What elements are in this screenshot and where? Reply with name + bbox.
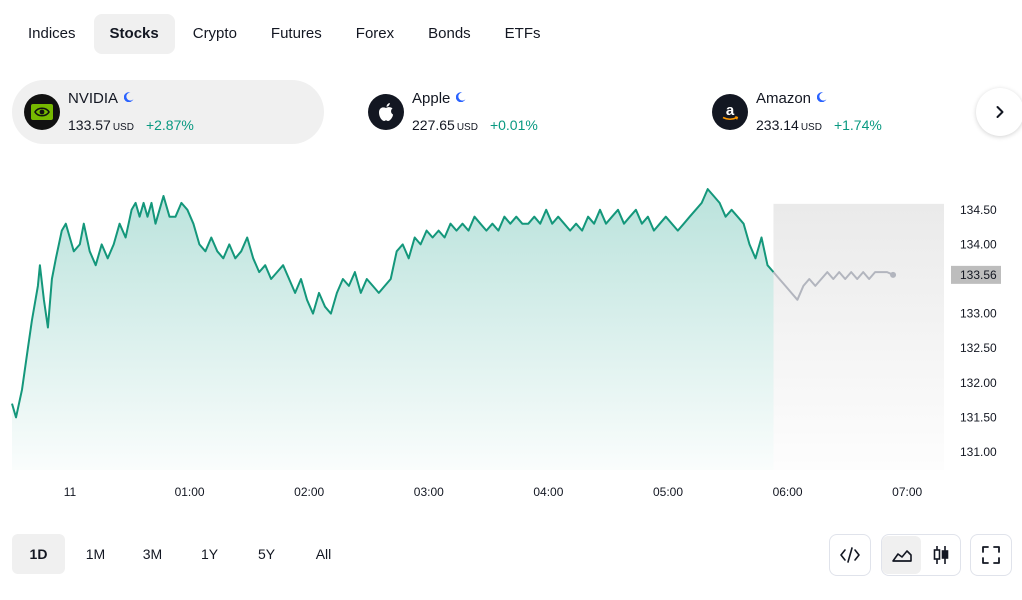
area-chart-button[interactable] <box>882 536 921 574</box>
tab-forex[interactable]: Forex <box>355 25 395 42</box>
range-1y-button[interactable]: 1Y <box>200 546 219 562</box>
session-price-line <box>11 188 775 419</box>
range-1m-button[interactable]: 1M <box>85 546 106 562</box>
currency-label: USD <box>112 122 134 133</box>
y-tick-label: 134.50 <box>960 203 997 217</box>
ticker-name: Amazon <box>756 90 827 107</box>
ticker-card-nvidia[interactable]: NVIDIA 133.57 USD +2.87% <box>12 80 324 144</box>
y-tick-label: 133.00 <box>960 307 997 321</box>
x-tick-label: 05:00 <box>653 485 683 499</box>
y-tick-label: 132.00 <box>960 376 997 390</box>
tab-etfs[interactable]: ETFs <box>504 25 541 42</box>
fullscreen-button[interactable] <box>970 534 1012 576</box>
tab-crypto[interactable]: Crypto <box>192 25 237 42</box>
ticker-card-amazon[interactable]: a Amazon 233.14 USD +1.74% <box>700 80 980 144</box>
amazon-logo-icon: a <box>712 94 748 130</box>
last-price-label: 133.56 <box>951 265 1001 284</box>
change-percent: +0.01% <box>489 117 538 133</box>
y-axis: 134.50 134.00 133.00 132.50 132.00 131.50 131.… <box>960 203 997 459</box>
svg-text:a: a <box>726 102 735 119</box>
x-axis: 11 01:00 02:00 03:00 04:00 05:00 06:00 07:00 <box>64 485 923 499</box>
apple-logo-icon <box>368 94 404 130</box>
after-hours-region <box>773 203 944 470</box>
x-tick-label: 03:00 <box>414 485 444 499</box>
x-tick-label: 11 <box>64 485 77 499</box>
change-percent: +1.74% <box>833 117 882 133</box>
y-tick-label: 131.50 <box>960 410 997 424</box>
candlestick-icon <box>933 546 948 564</box>
chevron-right-icon <box>996 106 1004 118</box>
embed-button[interactable] <box>829 534 871 576</box>
x-tick-label: 02:00 <box>294 485 324 499</box>
tab-bonds[interactable]: Bonds <box>428 25 471 42</box>
range-5y-button[interactable]: 5Y <box>257 546 276 562</box>
ticker-name: NVIDIA <box>68 90 134 107</box>
moon-icon <box>456 92 466 102</box>
ticker-price: 133.57 USD +2.87% <box>68 117 194 133</box>
last-price-label-text: 133.56 <box>960 268 997 282</box>
x-tick-label: 01:00 <box>175 485 205 499</box>
ticker-price: 233.14 USD +1.74% <box>756 117 882 133</box>
y-tick-label: 132.50 <box>960 341 997 355</box>
currency-label: USD <box>456 122 478 133</box>
y-tick-label: 134.00 <box>960 237 997 251</box>
ticker-strip: NVIDIA 133.57 USD +2.87% Apple 227.65 USD +0… <box>12 80 1022 144</box>
ticker-price: 227.65 USD +0.01% <box>412 117 538 133</box>
candlestick-chart-button[interactable] <box>921 536 960 574</box>
after-hours-price-line <box>772 271 894 301</box>
range-3m-button[interactable]: 3M <box>142 546 163 562</box>
y-tick-label: 131.00 <box>960 445 997 459</box>
fullscreen-icon <box>982 546 1000 564</box>
nvidia-logo-icon <box>24 94 60 130</box>
range-all-button[interactable]: All <box>315 546 332 562</box>
ticker-name: Apple <box>412 90 466 107</box>
x-tick-label: 06:00 <box>773 485 803 499</box>
next-tickers-button[interactable] <box>976 88 1022 136</box>
chart-type-toggle <box>881 534 961 576</box>
market-tabs: Indices Stocks Crypto Futures Forex Bond… <box>12 14 557 54</box>
currency-label: USD <box>800 122 822 133</box>
area-chart-icon <box>891 550 912 562</box>
change-percent: +2.87% <box>145 117 194 133</box>
x-tick-label: 04:00 <box>533 485 563 499</box>
x-tick-label: 07:00 <box>892 485 922 499</box>
embed-icon <box>840 547 860 563</box>
range-selector: 1D 1M 3M 1Y 5Y All <box>12 534 350 574</box>
last-price-dot <box>890 271 897 278</box>
range-1d-button[interactable]: 1D <box>12 534 65 574</box>
tab-indices[interactable]: Indices <box>28 25 76 42</box>
price-chart[interactable]: 134.50 134.00 133.00 132.50 132.00 131.50 131.… <box>0 160 1022 510</box>
moon-icon <box>817 92 827 102</box>
moon-icon <box>124 92 134 102</box>
tab-stocks[interactable]: Stocks <box>93 14 175 54</box>
tab-futures[interactable]: Futures <box>270 25 322 42</box>
ticker-card-apple[interactable]: Apple 227.65 USD +0.01% <box>356 80 656 144</box>
session-area-fill <box>12 189 774 470</box>
last-price-label-bg <box>951 265 1001 284</box>
